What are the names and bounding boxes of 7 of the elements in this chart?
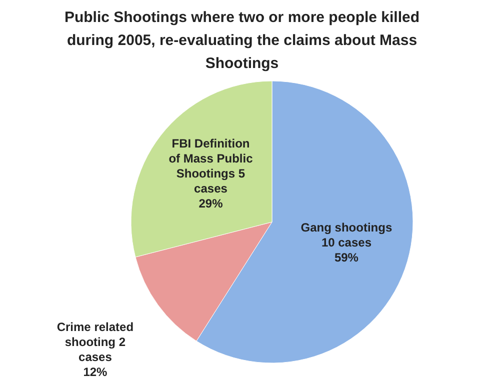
slice-label: FBI Definition of Mass Public Shootings 5 cases [168,136,254,196]
slice-label: Gang shootings 10 cases [300,220,392,250]
chart-title: Public Shootings where two or more people killed during 2005, re-evaluating the claims about Mass Shootings [64,9,420,72]
data-label: 59% [334,250,359,265]
data-label: 29% [198,196,224,211]
slice-label: Crime related shooting 2 cases [56,320,134,364]
data-label: 12% [83,365,108,380]
